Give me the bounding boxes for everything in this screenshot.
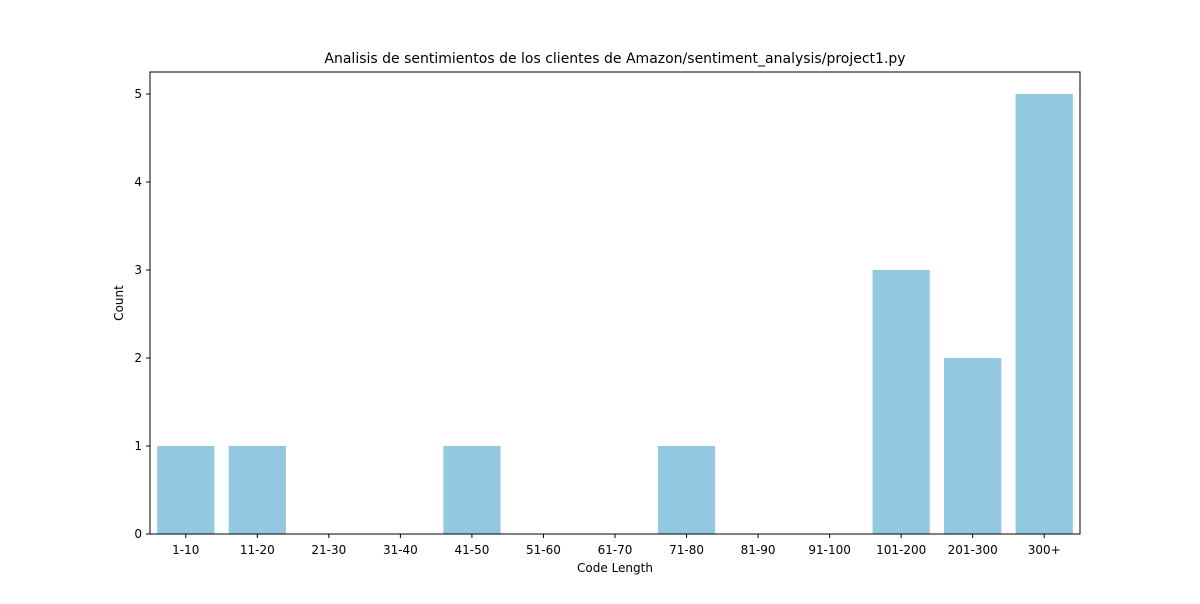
y-axis-ticks: 0 1 2 3 4 5	[134, 87, 150, 541]
bar-71-80	[657, 446, 716, 534]
chart-title: Analisis de sentimientos de los clientes…	[324, 51, 905, 67]
y-tick-label: 1	[134, 439, 142, 453]
x-tick-label: 21-30	[311, 543, 346, 557]
y-tick-label: 4	[134, 175, 142, 189]
y-tick-label: 2	[134, 351, 142, 365]
x-tick-label: 61-70	[598, 543, 633, 557]
x-axis-label: Code Length	[577, 561, 653, 575]
x-tick-label: 51-60	[526, 543, 561, 557]
y-tick-label: 0	[134, 527, 142, 541]
plot-area-frame	[149, 71, 1081, 535]
x-tick-label: 71-80	[669, 543, 704, 557]
x-axis-ticks: 1-10 11-20 21-30 31-40 41-50 51-60 61-70 71-80 8…	[172, 534, 1061, 557]
bar-201-300	[944, 358, 1002, 534]
bar-300+	[1015, 94, 1073, 534]
x-tick-label: 1-10	[172, 543, 199, 557]
bar-11-20	[228, 446, 286, 534]
y-tick-label: 5	[134, 87, 142, 101]
x-tick-label: 31-40	[383, 543, 418, 557]
y-axis-label: Count	[112, 285, 126, 321]
y-tick-label: 3	[134, 263, 142, 277]
bar-41-50	[443, 446, 501, 534]
x-tick-label: 300+	[1028, 543, 1061, 557]
bar-101-200	[872, 270, 930, 534]
bar-1-10	[157, 446, 215, 534]
x-tick-label: 81-90	[741, 543, 776, 557]
x-tick-label: 41-50	[454, 543, 489, 557]
x-tick-label: 91-100	[808, 543, 851, 557]
x-tick-label: 11-20	[240, 543, 275, 557]
x-tick-label: 201-300	[948, 543, 998, 557]
x-tick-label: 101-200	[876, 543, 926, 557]
bars-layer	[157, 94, 1073, 534]
